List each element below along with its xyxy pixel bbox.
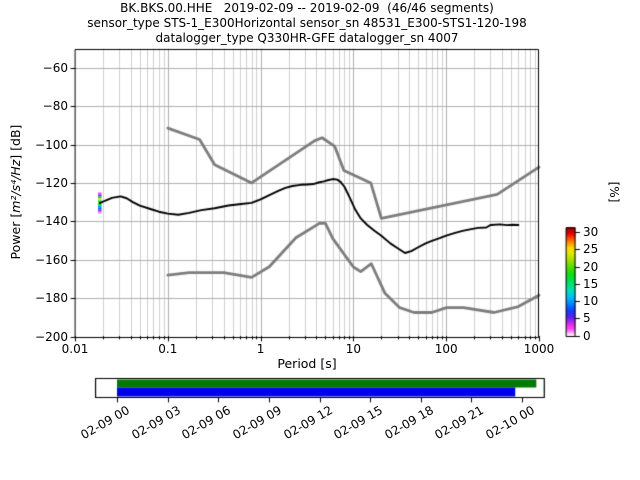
colorbar-tick-label: 0	[583, 328, 591, 343]
y-tick-label: −120	[35, 175, 68, 190]
x-tick-label: 100	[434, 342, 458, 356]
y-tick-label: −60	[42, 60, 68, 75]
y-axis-label-suffix: ] [dB]	[8, 124, 23, 160]
x-axis-label: Period [s]	[277, 356, 337, 371]
x-tick-label: 1000	[523, 342, 555, 356]
colorbar-tick-label: 10	[583, 294, 599, 308]
x-tick-label: 0.1	[158, 342, 178, 356]
colorbar-tick-label: 15	[583, 276, 599, 291]
y-tick-label: −160	[35, 252, 68, 267]
y-tick-label: −180	[35, 291, 68, 306]
colorbar-tick-label: 5	[583, 311, 591, 326]
y-tick-label: −80	[42, 99, 68, 114]
x-tick-label: 0.01	[61, 342, 89, 356]
figure-title-line-2: sensor_type STS-1_E300Horizontal sensor_…	[87, 16, 527, 30]
colorbar-tick-label: 25	[583, 242, 599, 257]
figure-title-line-3: datalogger_type Q330HR-GFE datalogger_sn…	[155, 31, 459, 45]
y-tick-label: −200	[35, 329, 68, 344]
y-axis-label: Power [m²/s⁴/Hz] [dB]	[8, 124, 23, 260]
y-axis-label-units: m²/s⁴/Hz	[8, 159, 23, 213]
colorbar-label: [%]	[607, 181, 621, 203]
x-tick-label: 1	[256, 342, 265, 356]
colorbar-tick-label: 20	[583, 259, 599, 274]
y-tick-label: −140	[35, 214, 68, 229]
colorbar-tick-label: 30	[583, 225, 599, 239]
y-tick-label: −100	[35, 137, 68, 152]
y-axis-label-prefix: Power [	[8, 212, 23, 260]
x-tick-label: 10	[345, 342, 362, 356]
figure-title-line-1: BK.BKS.00.HHE 2019-02-09 -- 2019-02-09 (…	[120, 1, 494, 15]
